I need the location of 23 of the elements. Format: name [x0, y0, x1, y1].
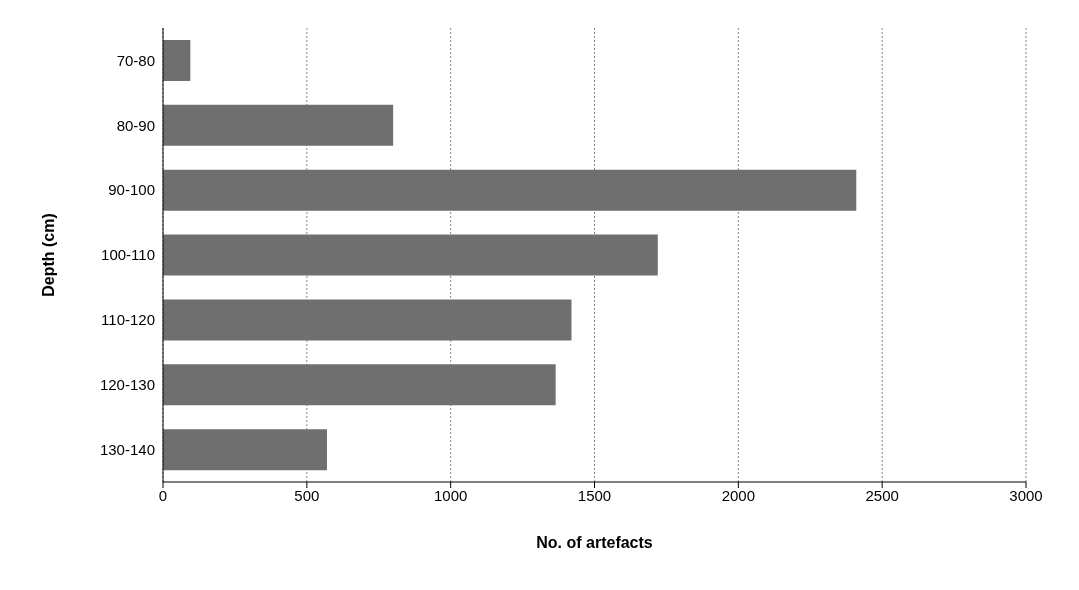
y-tick-label: 130-140 [99, 440, 155, 458]
bar [163, 299, 572, 341]
bar [163, 104, 394, 146]
x-tick-label: 2000 [721, 486, 756, 504]
y-tick-label: 80-90 [116, 116, 155, 134]
bar [163, 364, 556, 406]
x-tick-label: 1500 [577, 486, 612, 504]
y-tick-label: 100-110 [101, 246, 155, 264]
x-tick-label: 2500 [865, 486, 899, 504]
x-tick-label: 500 [294, 486, 320, 504]
y-tick-label: 120-130 [99, 376, 155, 394]
y-tick-label: 90-100 [108, 181, 155, 199]
x-tick-label: 0 [158, 486, 168, 504]
y-axis-title: Depth (cm) [39, 213, 57, 297]
x-axis-title: No. of artefacts [536, 534, 653, 551]
bar [163, 40, 191, 81]
bar [163, 429, 327, 471]
y-tick-label: 70-80 [116, 51, 155, 69]
x-tick-label: 3000 [1009, 486, 1043, 504]
y-tick-label: 110-120 [101, 311, 155, 329]
bar [163, 234, 658, 276]
bar [163, 169, 857, 211]
x-tick-label: 1000 [433, 486, 468, 504]
